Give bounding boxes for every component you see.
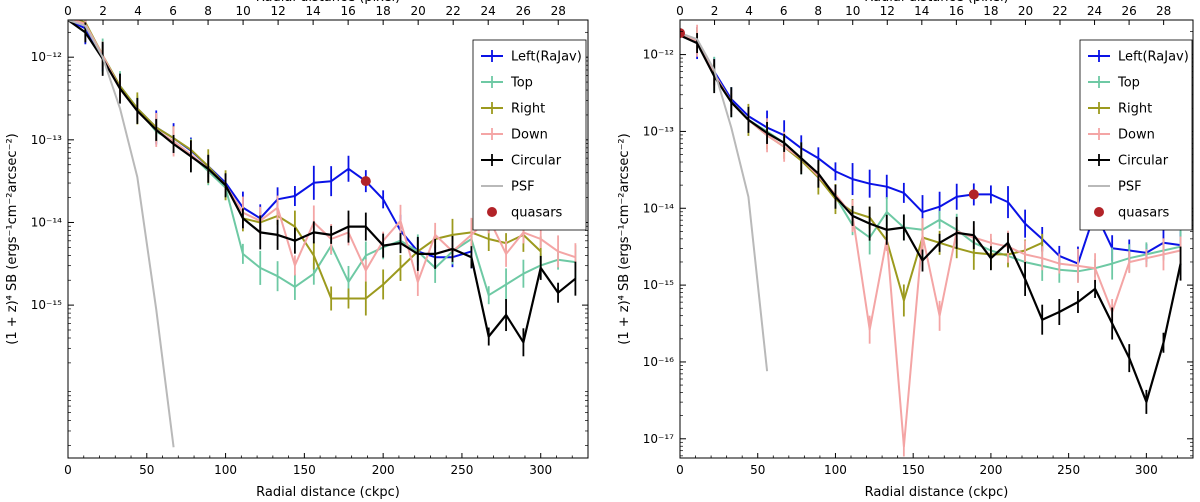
x-tick-label: 300 [529, 463, 552, 477]
x-axis-title: Radial distance (ckpc) [865, 485, 1009, 500]
legend-label: Top [510, 76, 533, 91]
x-axis-title: Radial distance (ckpc) [256, 485, 400, 500]
plot-area [680, 24, 1182, 457]
series-line-circular [680, 34, 1182, 403]
x2-tick-label: 12 [270, 4, 285, 18]
x-tick-label: 150 [293, 463, 316, 477]
series-line-psf [680, 32, 769, 372]
x-tick-label: 250 [450, 463, 473, 477]
legend-label: quasars [511, 206, 563, 221]
x2-tick-label: 14 [914, 4, 929, 18]
x2-tick-label: 24 [1087, 4, 1102, 18]
y-tick-label: 10⁻¹² [31, 50, 62, 64]
x2-tick-label: 28 [551, 4, 566, 18]
x2-tick-label: 2 [99, 4, 107, 18]
x2-tick-label: 8 [204, 4, 212, 18]
x2-tick-label: 6 [780, 4, 788, 18]
y-tick-label: 10⁻¹² [643, 48, 674, 62]
y-axis-title: (1 + z)⁴ SB (ergs⁻¹cm⁻²arcsec⁻²) [617, 133, 632, 344]
series-line-psf [68, 20, 175, 448]
x2-axis-title: Radial distance (pixel) [256, 0, 400, 5]
x2-tick-label: 10 [845, 4, 860, 18]
x2-tick-label: 6 [169, 4, 177, 18]
legend-label: Top [1117, 76, 1140, 91]
x2-tick-label: 20 [1018, 4, 1033, 18]
x2-tick-label: 2 [711, 4, 719, 18]
x-tick-label: 200 [979, 463, 1002, 477]
series-line-right [73, 20, 542, 300]
x2-tick-label: 4 [745, 4, 753, 18]
legend-label: PSF [1118, 180, 1142, 195]
y-axis-title: (1 + z)⁴ SB (ergs⁻¹cm⁻²arcsec⁻²) [5, 133, 20, 344]
y-tick-label: 10⁻¹⁵ [31, 298, 62, 312]
legend-label: Circular [511, 154, 562, 169]
series-line-right [680, 34, 1043, 302]
y-tick-label: 10⁻¹³ [31, 133, 62, 147]
legend-swatch-quasars [487, 207, 497, 217]
x2-tick-label: 14 [305, 4, 320, 18]
x2-tick-label: 26 [516, 4, 531, 18]
legend-swatch-quasars [1094, 207, 1104, 217]
y-tick-label: 10⁻¹⁷ [643, 432, 674, 446]
legend-label: Circular [1118, 154, 1169, 169]
legend-label: quasars [1118, 206, 1170, 221]
y-tick-label: 10⁻¹⁴ [643, 201, 674, 215]
x2-tick-label: 0 [64, 4, 72, 18]
x-tick-label: 250 [1057, 463, 1080, 477]
x-tick-label: 150 [902, 463, 925, 477]
x2-tick-label: 4 [134, 4, 142, 18]
x2-tick-label: 24 [481, 4, 496, 18]
series-line-circular [68, 20, 577, 344]
legend-label: Down [511, 128, 548, 143]
x2-tick-label: 16 [340, 4, 355, 18]
x-tick-label: 50 [750, 463, 765, 477]
x2-tick-label: 10 [235, 4, 250, 18]
x2-axis-title: Radial distance (pixel) [864, 0, 1008, 5]
legend-label: Left(RaJav) [511, 50, 582, 65]
legend: Left(RaJav) Top Right Down Circular PSF quasar… [1079, 39, 1193, 231]
x2-tick-label: 18 [983, 4, 998, 18]
legend-label: Right [1118, 102, 1152, 117]
x2-tick-label: 20 [411, 4, 426, 18]
legend: Left(RaJav) Top Right Down Circular PSF quasar… [472, 39, 587, 231]
x-tick-label: 200 [372, 463, 395, 477]
x2-tick-label: 0 [676, 4, 684, 18]
y-tick-label: 10⁻¹⁶ [643, 355, 674, 369]
x2-tick-label: 8 [814, 4, 822, 18]
x2-tick-label: 18 [376, 4, 391, 18]
x-tick-label: 50 [139, 463, 154, 477]
x-tick-label: 100 [214, 463, 237, 477]
y-tick-label: 10⁻¹⁵ [643, 278, 674, 292]
legend-label: Left(RaJav) [1118, 50, 1189, 65]
legend-label: PSF [511, 180, 535, 195]
x2-tick-label: 26 [1121, 4, 1136, 18]
legend-label: Down [1118, 128, 1155, 143]
x-tick-label: 100 [824, 463, 847, 477]
x-tick-label: 0 [676, 463, 684, 477]
x-tick-label: 0 [64, 463, 72, 477]
quasar-point [680, 28, 685, 39]
x2-tick-label: 28 [1156, 4, 1171, 18]
series-line-down [680, 34, 1181, 448]
quasar-point [360, 176, 371, 187]
legend-label: Right [511, 102, 545, 117]
plot-area [68, 20, 577, 448]
axes-frame [67, 19, 589, 459]
y-tick-label: 10⁻¹³ [643, 124, 674, 138]
x2-tick-label: 12 [880, 4, 895, 18]
quasar-point [968, 189, 979, 200]
x-tick-label: 300 [1135, 463, 1158, 477]
y-tick-label: 10⁻¹⁴ [31, 215, 62, 229]
x2-tick-label: 22 [1052, 4, 1067, 18]
x2-tick-label: 22 [446, 4, 461, 18]
x2-tick-label: 16 [949, 4, 964, 18]
